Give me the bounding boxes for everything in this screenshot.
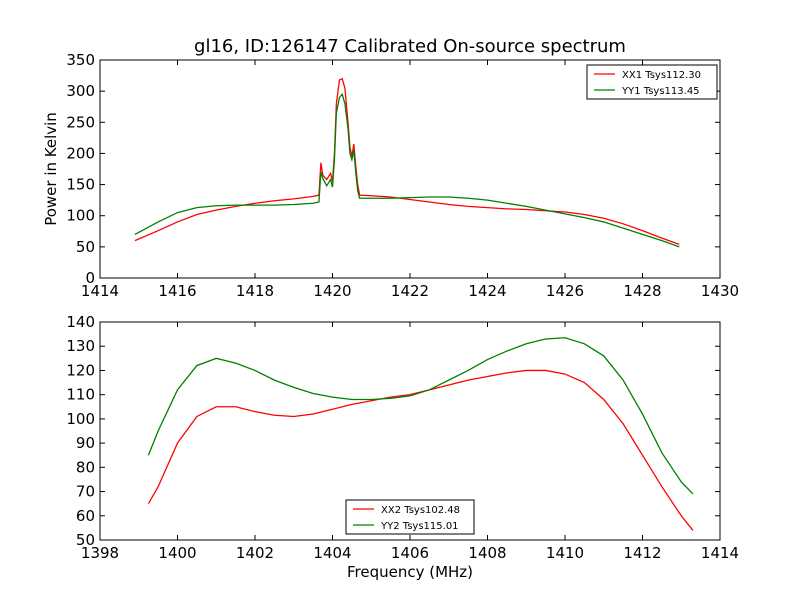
x-tick-label: 1414: [701, 544, 739, 562]
figure-title: gl16, ID:126147 Calibrated On-source spe…: [194, 36, 626, 57]
y-tick-label: 50: [76, 531, 95, 549]
y-tick-label: 0: [85, 269, 95, 287]
x-tick-label: 1402: [236, 544, 274, 562]
top-chart-panel: 1414 1416 1418 1420 1422 1424 1426 1428 1430 0 50 1…: [42, 51, 739, 300]
bottom-chart-panel: 1398 1400 1402 1404 1406 1408 1410 1412 1414 50 60…: [66, 313, 739, 581]
legend-box: [586, 64, 718, 100]
y-tick-label: 50: [76, 238, 95, 256]
y-tick-label: 90: [76, 434, 95, 452]
y-tick-label: 100: [66, 410, 95, 428]
y-tick-label: 200: [66, 144, 95, 162]
legend-label: XX2 Tsys102.48: [381, 505, 460, 516]
y-tick-label: 300: [66, 82, 95, 100]
x-tick-label: 1428: [623, 282, 661, 300]
y-tick-label: 120: [66, 361, 95, 379]
x-tick-label: 1406: [391, 544, 429, 562]
y-tick-label: 150: [66, 176, 95, 194]
x-tick-label: 1424: [468, 282, 506, 300]
y-tick-label: 250: [66, 113, 95, 131]
x-tick-label: 1410: [546, 544, 584, 562]
x-tick-label: 1426: [546, 282, 584, 300]
series-line-yy1: [134, 92, 680, 248]
x-tick-label: 1404: [313, 544, 351, 562]
y-tick-label: 140: [66, 313, 95, 331]
y-tick-label: 70: [76, 483, 95, 501]
x-tick-label: 1416: [158, 282, 196, 300]
y-tick-label: 110: [66, 386, 95, 404]
x-axis-label: Frequency (MHz): [347, 563, 473, 581]
y-tick-label: 130: [66, 337, 95, 355]
legend-label: YY2 Tsys115.01: [380, 521, 459, 532]
legend-box: [345, 499, 475, 535]
y-tick-label: 80: [76, 458, 95, 476]
y-tick-label: 60: [76, 507, 95, 525]
legend-label: XX1 Tsys112.30: [622, 70, 701, 81]
x-tick-label: 1420: [313, 282, 351, 300]
legend: XX2 Tsys102.48 YY2 Tsys115.01: [345, 499, 475, 535]
y-tick-label: 350: [66, 51, 95, 69]
x-tick-label: 1408: [468, 544, 506, 562]
x-tick-label: 1412: [623, 544, 661, 562]
series-line-yy2: [147, 337, 694, 495]
legend-label: YY1 Tsys113.45: [621, 86, 700, 97]
x-tick-label: 1418: [236, 282, 274, 300]
x-tick-label: 1400: [158, 544, 196, 562]
x-tick-label: 1398: [81, 544, 119, 562]
x-tick-label: 1430: [701, 282, 739, 300]
legend: XX1 Tsys112.30 YY1 Tsys113.45: [586, 64, 718, 100]
x-tick-label: 1422: [391, 282, 429, 300]
y-axis-label: Power in Kelvin: [42, 112, 60, 226]
y-tick-label: 100: [66, 207, 95, 225]
x-tick-label: 1414: [81, 282, 119, 300]
